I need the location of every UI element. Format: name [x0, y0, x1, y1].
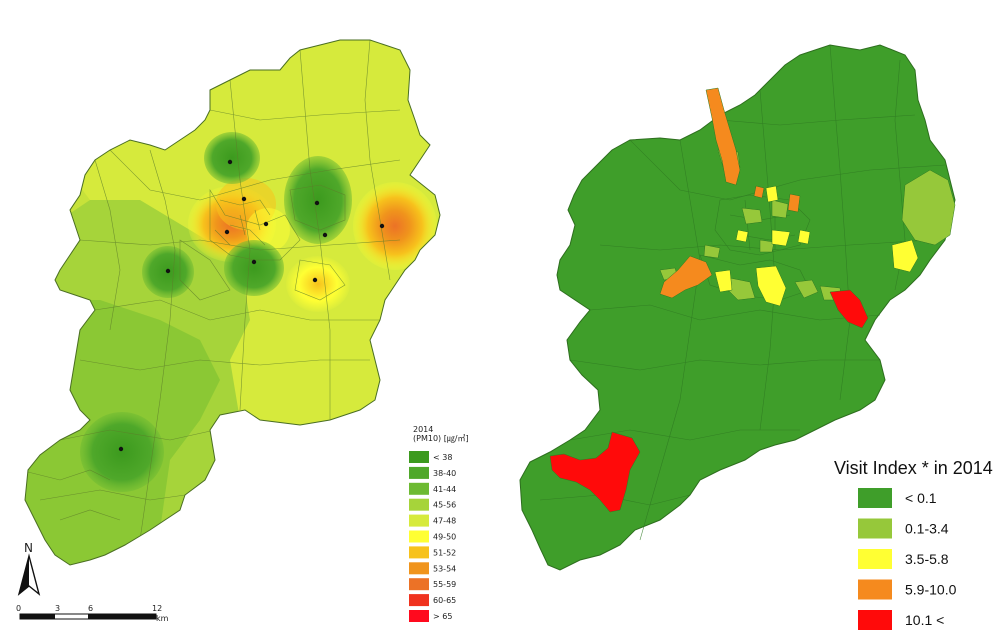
- visit-index-legend: Visit Index * in 2014 < 0.1 0.1-3.4 3.5-5.…: [834, 458, 993, 630]
- scale-bar: 0 3 6 12 km: [16, 604, 169, 623]
- station-point: [224, 229, 230, 235]
- visit-legend-swatch: [858, 579, 892, 600]
- pm10-legend-year: 2014: [413, 425, 433, 434]
- scale-tick-3: 3: [55, 604, 60, 613]
- station-point: [251, 259, 257, 265]
- pm10-legend-swatch: [409, 482, 429, 495]
- pm10-legend-swatch: [409, 562, 429, 575]
- scale-tick-12: 12: [152, 604, 162, 613]
- visit-index-legend-title: Visit Index * in 2014: [834, 458, 993, 478]
- pm10-legend-swatch: [409, 546, 429, 559]
- pm10-legend-label: 47-48: [433, 517, 456, 526]
- pm10-legend-swatch: [409, 530, 429, 543]
- pm10-legend-swatch: [409, 594, 429, 607]
- station-point: [165, 268, 171, 274]
- pm10-legend-swatch: [409, 498, 429, 511]
- pm10-map: [24, 39, 441, 566]
- pm10-legend-label: 55-59: [433, 580, 456, 589]
- pm10-legend-label: 53-54: [433, 564, 456, 573]
- visit-legend-swatch: [858, 488, 892, 508]
- station-points: [118, 159, 385, 452]
- pm10-legend-swatch: [409, 578, 429, 591]
- station-point: [118, 446, 124, 452]
- pm10-legend-swatch: [409, 466, 429, 479]
- visit-legend-swatch: [858, 518, 892, 539]
- visit-legend-label: 5.9-10.0: [905, 582, 957, 598]
- north-arrow: N: [17, 541, 41, 596]
- station-point: [379, 223, 385, 229]
- pm10-legend-subtitle: (PM10) [㎍/㎥]: [413, 434, 469, 444]
- visit-legend-label: 10.1 <: [905, 612, 944, 628]
- pm10-legend-label: 51-52: [433, 548, 456, 557]
- pm10-legend-swatch: [409, 451, 429, 463]
- scale-tick-0: 0: [16, 604, 21, 613]
- visit-legend-swatch: [858, 610, 892, 630]
- scale-tick-6: 6: [88, 604, 93, 613]
- station-point: [312, 277, 318, 283]
- station-point: [322, 232, 328, 238]
- pm10-legend: 2014 (PM10) [㎍/㎥] < 38 38-40 41-44 45-56 47-…: [409, 425, 469, 622]
- pm10-legend-label: 60-65: [433, 596, 456, 605]
- pm10-legend-label: > 65: [433, 612, 452, 621]
- visit-legend-label: 0.1-3.4: [905, 521, 949, 537]
- station-point: [314, 200, 320, 206]
- pm10-legend-swatch: [409, 514, 429, 527]
- pm10-legend-label: 38-40: [433, 469, 456, 478]
- visit-index-map: [519, 44, 956, 571]
- station-point: [241, 196, 247, 202]
- scale-unit: km: [156, 614, 169, 623]
- visit-legend-swatch: [858, 549, 892, 569]
- pm10-legend-label: 41-44: [433, 485, 456, 494]
- pm10-legend-swatch: [409, 610, 429, 622]
- station-point: [263, 221, 269, 227]
- station-point: [227, 159, 233, 165]
- visit-legend-label: < 0.1: [905, 490, 937, 506]
- pm10-legend-label: 49-50: [433, 533, 456, 542]
- north-label: N: [24, 541, 33, 555]
- pm10-legend-label: 45-56: [433, 501, 456, 510]
- pm10-legend-label: < 38: [433, 453, 452, 462]
- visit-legend-label: 3.5-5.8: [905, 551, 949, 567]
